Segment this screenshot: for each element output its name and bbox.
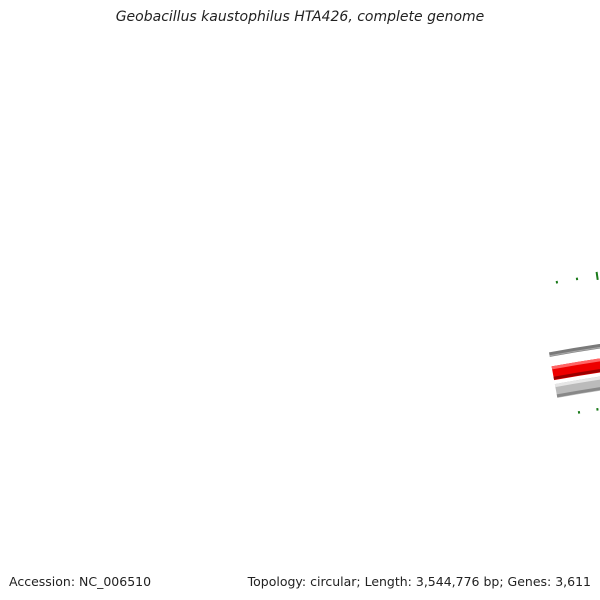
accession-label: Accession: NC_006510 (9, 574, 152, 589)
gene-GK1537-shadow (556, 387, 600, 398)
genome-summary: Topology: circular; Length: 3,544,776 bp… (247, 574, 591, 589)
cds-forward-5[interactable] (551, 344, 600, 381)
genome-title: Geobacillus kaustophilus HTA426, complet… (115, 9, 485, 25)
scale-major-tick (595, 271, 599, 280)
cds-forward-5-shadow (553, 369, 600, 380)
gene-GK1537-body (554, 376, 600, 398)
gene-GK1537[interactable] (554, 366, 600, 398)
cds-forward-5-highlight (551, 358, 600, 370)
gene-GK1537-highlight (554, 376, 600, 388)
cds-forward-5-body (551, 358, 600, 381)
